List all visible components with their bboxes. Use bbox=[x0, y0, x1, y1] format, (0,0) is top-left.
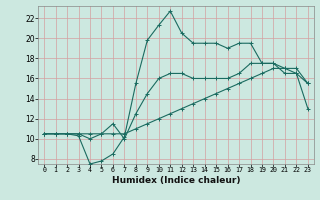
X-axis label: Humidex (Indice chaleur): Humidex (Indice chaleur) bbox=[112, 176, 240, 185]
